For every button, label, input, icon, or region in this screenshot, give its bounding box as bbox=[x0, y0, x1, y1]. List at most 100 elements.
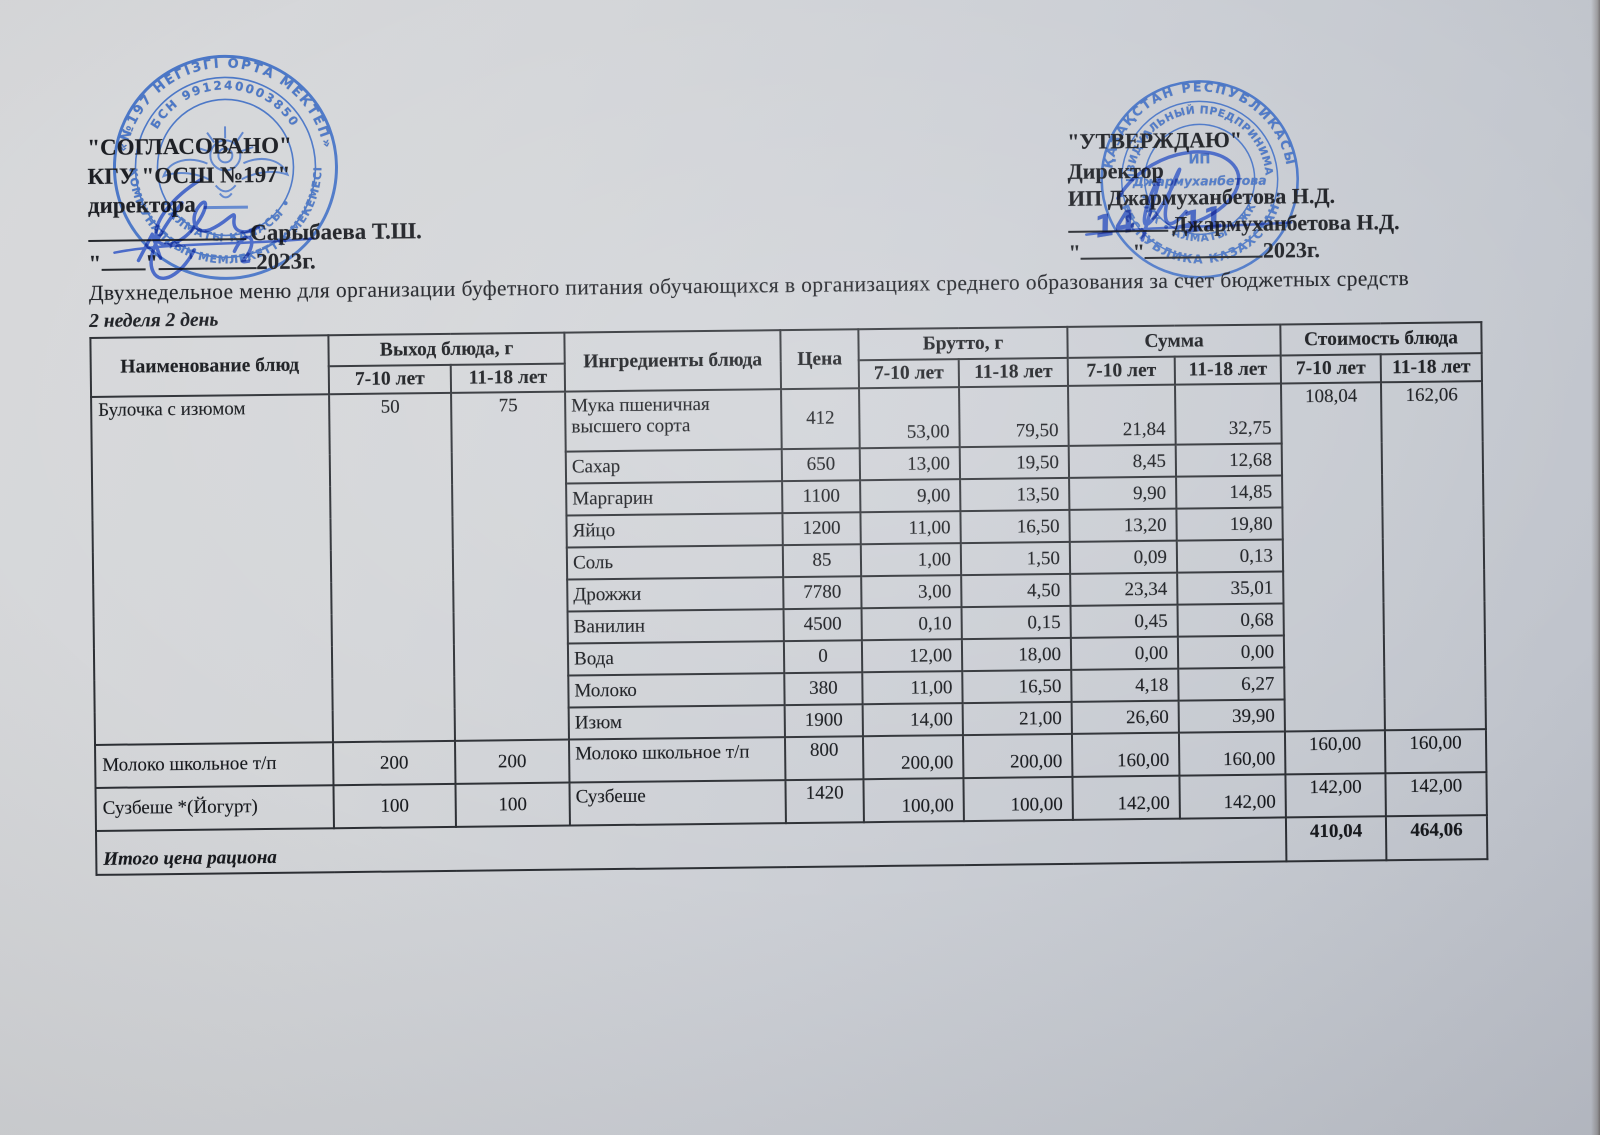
ingredient-price: 380 bbox=[784, 672, 863, 706]
dish-name: Сузбеше *(Йогурт) bbox=[95, 785, 334, 831]
gross-7-10: 0,10 bbox=[861, 607, 962, 641]
ingredient-name: Молоко школьное т/п bbox=[569, 737, 786, 783]
col-header-age-old: 11-18 лет bbox=[1380, 353, 1482, 383]
cost-11-18: 162,06 bbox=[1381, 381, 1486, 731]
yield-11-18: 200 bbox=[454, 739, 570, 784]
gross-7-10: 13,00 bbox=[859, 447, 961, 481]
ingredient-name: Яйцо bbox=[566, 513, 783, 548]
gross-11-18: 13,50 bbox=[960, 477, 1070, 512]
col-header-age-young: 7-10 лет bbox=[328, 364, 452, 395]
handwritten-month: 11 bbox=[1179, 200, 1227, 242]
gross-11-18: 16,50 bbox=[962, 669, 1072, 704]
ingredient-price: 7780 bbox=[783, 576, 862, 610]
ingredient-name: Сахар bbox=[565, 449, 783, 484]
gross-7-10: 200,00 bbox=[862, 735, 964, 780]
quote-mark: " bbox=[1132, 238, 1146, 265]
quote-mark: " bbox=[88, 250, 102, 276]
sum-7-10: 0,09 bbox=[1069, 540, 1178, 574]
gross-7-10: 1,00 bbox=[860, 543, 962, 577]
col-header-age-old: 11-18 лет bbox=[1174, 355, 1282, 385]
total-cost-11-18: 464,06 bbox=[1385, 815, 1488, 861]
sum-7-10: 13,20 bbox=[1069, 508, 1177, 542]
ingredient-price: 4500 bbox=[783, 608, 862, 642]
menu-table: Наименование блюд Выход блюда, г Ингреди… bbox=[89, 321, 1488, 876]
school-name: КГУ "ОСШ №197" bbox=[87, 161, 291, 189]
gross-7-10: 9,00 bbox=[860, 479, 961, 513]
sum-7-10: 26,60 bbox=[1071, 700, 1179, 734]
quote-mark: " bbox=[1068, 239, 1081, 265]
gross-11-18: 1,50 bbox=[960, 541, 1071, 576]
sum-11-18: 0,00 bbox=[1177, 635, 1285, 669]
handwritten-day: 14 bbox=[1091, 204, 1139, 246]
sum-7-10: 0,45 bbox=[1070, 604, 1178, 638]
ingredient-price: 1200 bbox=[782, 512, 861, 546]
signer-name: Сарыбаева Т.Ш. bbox=[250, 218, 422, 246]
ingredient-name: Дрожжи bbox=[567, 577, 784, 612]
col-header-age-old: 11-18 лет bbox=[958, 357, 1069, 388]
week-day-label: 2 неделя 2 день bbox=[89, 309, 219, 332]
year-label: 2023г. bbox=[255, 248, 316, 275]
sum-11-18: 12,68 bbox=[1175, 443, 1283, 477]
year-label: 2023г. bbox=[1262, 237, 1321, 263]
ingredient-price: 1420 bbox=[785, 779, 864, 824]
gross-11-18: 0,15 bbox=[961, 605, 1071, 640]
quote-mark: " bbox=[145, 250, 159, 276]
ingredient-price: 0 bbox=[783, 640, 863, 674]
ingredient-name: Соль bbox=[566, 545, 784, 580]
sum-11-18: 35,01 bbox=[1177, 571, 1284, 605]
approval-left-block: "СОГЛАСОВАНО" КГУ "ОСШ №197" директора С… bbox=[87, 129, 422, 278]
menu-table-wrap: Наименование блюд Выход блюда, г Ингреди… bbox=[89, 321, 1488, 876]
gross-7-10: 53,00 bbox=[859, 387, 960, 449]
sum-11-18: 0,68 bbox=[1177, 603, 1284, 637]
gross-11-18: 4,50 bbox=[961, 573, 1071, 608]
sum-7-10: 9,90 bbox=[1069, 476, 1177, 510]
date-line: " " 2023г. bbox=[88, 245, 422, 278]
col-header-age-old: 11-18 лет bbox=[450, 363, 566, 393]
gross-11-18: 100,00 bbox=[963, 776, 1073, 822]
sum-11-18: 32,75 bbox=[1175, 383, 1282, 445]
sum-11-18: 160,00 bbox=[1178, 731, 1286, 776]
gross-11-18: 79,50 bbox=[959, 385, 1069, 448]
gross-11-18: 18,00 bbox=[961, 637, 1072, 672]
yield-7-10: 50 bbox=[329, 392, 455, 743]
sum-7-10: 23,34 bbox=[1070, 572, 1178, 606]
ingredient-name: Вода bbox=[567, 641, 785, 676]
signature-underline bbox=[88, 218, 247, 242]
sum-11-18: 39,90 bbox=[1178, 699, 1285, 733]
ingredient-name: Изюм bbox=[568, 705, 785, 740]
dish-name: Молоко школьное т/п bbox=[95, 742, 334, 788]
col-header-price: Цена bbox=[780, 329, 860, 390]
month-underline bbox=[157, 247, 257, 271]
ingredient-price: 85 bbox=[782, 544, 862, 578]
agreed-label: "СОГЛАСОВАНО" bbox=[87, 132, 292, 160]
col-header-age-young: 7-10 лет bbox=[858, 359, 960, 389]
director-role-label: директора bbox=[87, 191, 196, 218]
col-header-age-young: 7-10 лет bbox=[1280, 354, 1382, 384]
ingredient-name: Маргарин bbox=[566, 481, 783, 516]
ingredient-price: 650 bbox=[781, 448, 861, 482]
sum-11-18: 6,27 bbox=[1178, 667, 1285, 701]
gross-7-10: 11,00 bbox=[862, 671, 963, 705]
gross-11-18: 200,00 bbox=[962, 733, 1073, 779]
col-header-age-young: 7-10 лет bbox=[1067, 356, 1176, 386]
gross-11-18: 21,00 bbox=[962, 701, 1072, 736]
cost-11-18: 142,00 bbox=[1385, 772, 1487, 817]
cost-7-10: 108,04 bbox=[1281, 382, 1385, 732]
yield-7-10: 100 bbox=[333, 783, 456, 829]
gross-7-10: 11,00 bbox=[860, 511, 961, 545]
cost-7-10: 160,00 bbox=[1284, 730, 1386, 775]
col-header-cost: Стоимость блюда bbox=[1280, 322, 1482, 356]
approved-label: "УТВЕРЖДАЮ" bbox=[1067, 126, 1243, 154]
gross-7-10: 14,00 bbox=[862, 703, 963, 737]
sum-7-10: 142,00 bbox=[1072, 775, 1180, 820]
col-header-sum: Сумма bbox=[1067, 324, 1281, 358]
director-role-label: Директор bbox=[1067, 157, 1164, 184]
ingredient-name: Молоко bbox=[568, 673, 785, 708]
sum-7-10: 8,45 bbox=[1068, 444, 1177, 478]
approval-right-block: "УТВЕРЖДАЮ" Директор ИП Джармуханбетова … bbox=[1067, 124, 1400, 266]
menu-table-body: Булочка с изюмом 50 75 Мука пшеничная высше… bbox=[91, 381, 1487, 831]
gross-7-10: 100,00 bbox=[863, 778, 964, 823]
yield-7-10: 200 bbox=[333, 740, 456, 786]
